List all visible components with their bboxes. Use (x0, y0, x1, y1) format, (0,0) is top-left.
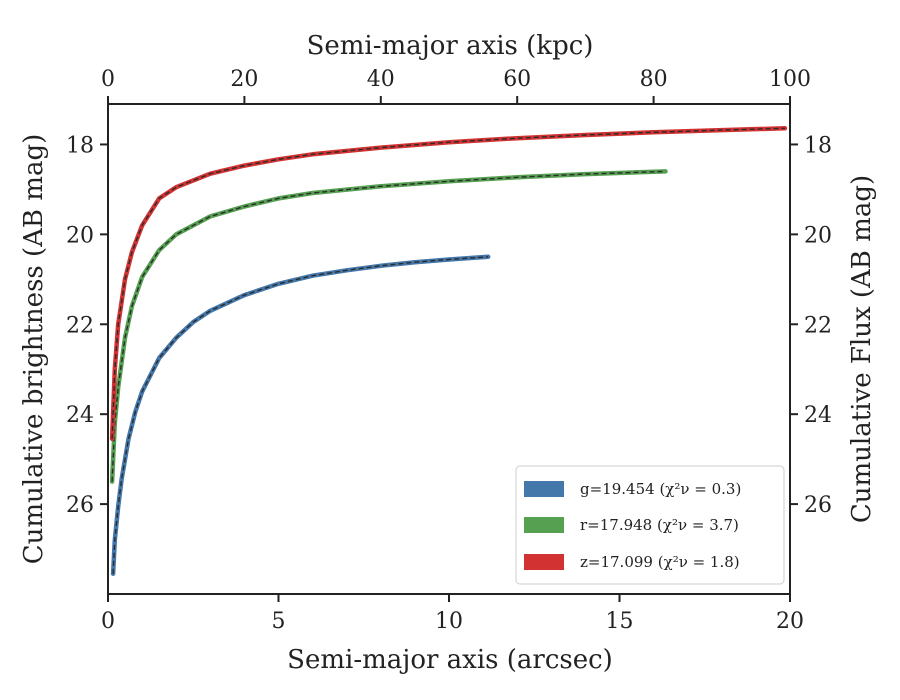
right-y-tick-label: 26 (804, 493, 832, 518)
right-y-axis-title: Cumulative Flux (AB mag) (847, 175, 877, 523)
legend-swatch-r (524, 517, 564, 533)
top-x-tick-label: 40 (367, 67, 395, 92)
right-y-tick-label: 22 (804, 313, 832, 338)
x-tick-label: 20 (776, 609, 804, 634)
legend-value-r: r=17.948 (580, 516, 652, 534)
right-y-tick-label: 24 (804, 403, 832, 428)
x-tick-label: 10 (435, 609, 463, 634)
top-x-tick-label: 80 (640, 67, 668, 92)
legend-box (515, 465, 785, 585)
y-tick-label: 24 (66, 403, 94, 428)
top-x-tick-label: 20 (230, 67, 258, 92)
top-x-tick-label: 0 (101, 67, 115, 92)
top-x-tick-label: 100 (769, 67, 811, 92)
x-tick-label: 15 (606, 609, 634, 634)
series-line-g (110, 254, 491, 577)
legend-label-z: z=17.099 (χ²ν = 1.8) (580, 553, 740, 571)
top-x-tick-label: 60 (503, 67, 531, 92)
legend-swatch-z (524, 554, 564, 570)
y-tick-label: 18 (66, 133, 94, 158)
legend-label-r: r=17.948 (χ²ν = 3.7) (580, 516, 739, 534)
x-tick-label: 0 (101, 609, 115, 634)
legend-value-g: g=19.454 (580, 480, 655, 498)
model-line-z (111, 127, 785, 439)
legend: g=19.454 (χ²ν = 0.3) r=17.948 (χ²ν = 3.7… (515, 465, 785, 585)
y-tick-label: 26 (66, 493, 94, 518)
legend-chi2-g: (χ²ν = 0.3) (659, 480, 741, 498)
legend-label-g: g=19.454 (χ²ν = 0.3) (580, 480, 741, 498)
x-axis-title: Semi-major axis (arcsec) (287, 645, 613, 675)
tick-layer: 0 5 10 15 20 0 20 40 60 80 100 18 18 20 20 22 22 24 24 26 26 (66, 67, 832, 634)
series-line-z (109, 126, 788, 442)
legend-chi2-r: (χ²ν = 3.7) (657, 516, 739, 534)
legend-swatch-g (524, 481, 564, 497)
legend-chi2-z: (χ²ν = 1.8) (658, 553, 740, 571)
right-y-tick-label: 20 (804, 223, 832, 248)
series-layer (109, 126, 788, 577)
y-tick-label: 22 (66, 313, 94, 338)
legend-value-z: z=17.099 (580, 553, 653, 571)
y-tick-label: 20 (66, 223, 94, 248)
top-x-axis-title: Semi-major axis (kpc) (307, 31, 594, 61)
model-line-g (112, 256, 489, 574)
y-axis-title: Cumulative brightness (AB mag) (19, 134, 49, 565)
right-y-tick-label: 18 (804, 133, 832, 158)
series-line-r (109, 169, 668, 484)
x-tick-label: 5 (272, 609, 286, 634)
model-line-r (111, 170, 666, 482)
